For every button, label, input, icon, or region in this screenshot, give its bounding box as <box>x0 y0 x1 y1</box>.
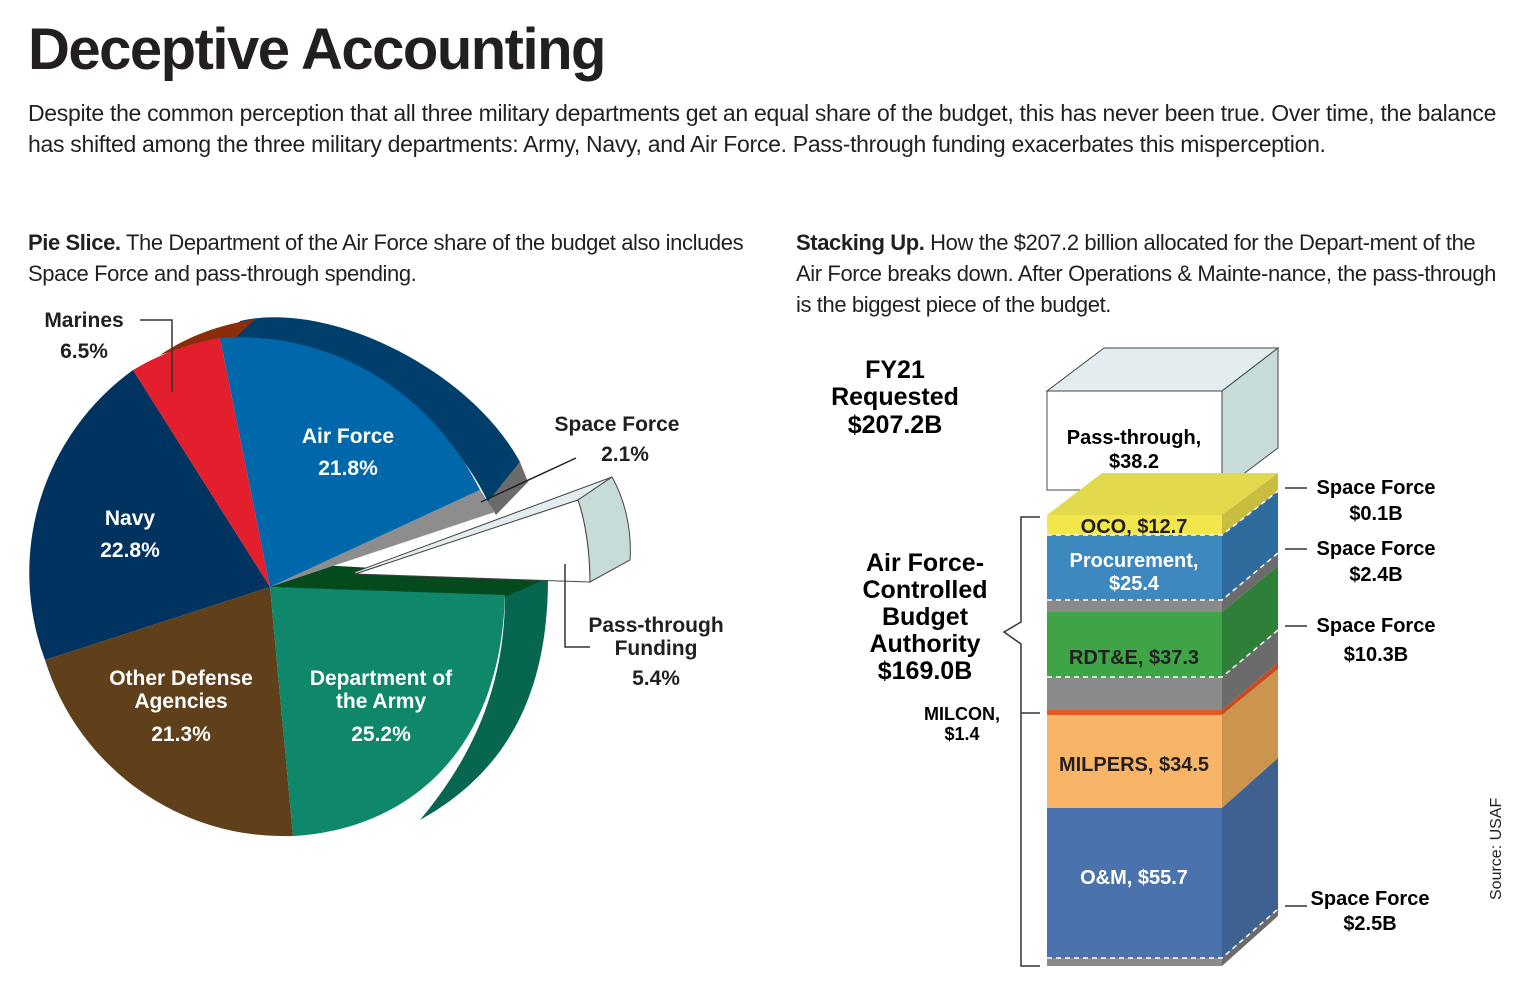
stack-top-face <box>1047 473 1278 515</box>
stack-caption: Stacking Up. How the $207.2 billion allo… <box>796 227 1496 320</box>
pie-slice-army <box>270 587 505 836</box>
pass-through-box-label-2: $38.2 <box>1109 451 1159 473</box>
om-label: O&M, $55.7 <box>1080 867 1188 889</box>
sf-om-value: $2.5B <box>1343 913 1396 935</box>
sf-procurement-label: Space Force <box>1317 538 1436 560</box>
air-force-label: Air Force <box>302 425 394 448</box>
source-note: Source: USAF <box>1488 797 1505 900</box>
rdte-space-force <box>1047 677 1222 710</box>
fy21-total: $207.2B <box>848 411 943 439</box>
milpers-side <box>1222 669 1278 808</box>
navy-pct: 22.8% <box>100 539 160 562</box>
milcon-segment <box>1047 710 1222 715</box>
space-force-dividers <box>1047 490 1279 959</box>
milcon-label-2: $1.4 <box>944 724 979 744</box>
afc-label-1: Air Force- <box>866 549 984 577</box>
space-force-3d-band <box>488 462 528 515</box>
milpers-label: MILPERS, $34.5 <box>1059 754 1209 776</box>
pass-through-leader-line <box>564 564 590 648</box>
pass-through-label-1: Pass-through <box>588 614 723 637</box>
oco-side <box>1222 473 1278 535</box>
sf-procurement-value: $2.4B <box>1349 564 1402 586</box>
pie-slice-air-force <box>220 337 480 587</box>
other-defense-label-1: Other Defense <box>109 667 253 690</box>
pass-through-label-2: Funding <box>615 637 698 660</box>
marines-pct: 6.5% <box>60 340 108 363</box>
sf-oco-value: $0.1B <box>1349 503 1402 525</box>
army-label-2: the Army <box>336 690 427 713</box>
milcon-label-1: MILCON, <box>924 704 1000 724</box>
sf-rdte-value: $10.3B <box>1344 644 1409 666</box>
oco-segment <box>1047 515 1222 535</box>
space-force-leader-line <box>480 457 577 503</box>
army-3d-band <box>420 578 548 820</box>
pie-slice-navy <box>29 370 271 660</box>
afc-label-4: Authority <box>869 630 980 658</box>
page-title: Deceptive Accounting <box>28 17 606 82</box>
milpers-segment <box>1047 715 1222 808</box>
pie-caption-lead: Pie Slice. <box>28 230 121 255</box>
procurement-side <box>1222 491 1278 600</box>
fy21-title-1: FY21 <box>865 356 925 384</box>
fy21-title-2: Requested <box>831 383 959 411</box>
afc-label-3: Budget <box>882 603 969 631</box>
afc-brace <box>1002 516 1040 967</box>
oco-label: OCO, $12.7 <box>1081 516 1188 538</box>
rdte-side <box>1222 566 1278 677</box>
rdte-sf-side <box>1222 630 1278 710</box>
pie-slice-marines <box>133 338 270 587</box>
afc-label-2: Controlled <box>863 576 988 604</box>
procurement-sf-side <box>1222 553 1278 612</box>
space-force-label: Space Force <box>555 413 680 436</box>
army-label-1: Department of <box>310 667 453 690</box>
pie-caption: Pie Slice. The Department of the Air For… <box>28 227 748 289</box>
procurement-label-1: Procurement, <box>1070 550 1199 572</box>
om-space-force <box>1047 958 1222 966</box>
pie-chart: Marines 6.5% Navy 22.8% Air Force 21.8% … <box>29 309 724 837</box>
other-defense-label-2: Agencies <box>134 690 227 713</box>
pie-slice-space-force <box>270 490 495 587</box>
sf-om-label: Space Force <box>1311 888 1430 910</box>
pie-slice-other-defense <box>45 587 293 837</box>
stack-caption-text: How the $207.2 billion allocated for the… <box>796 230 1497 317</box>
pass-through-box-label-1: Pass-through, <box>1067 427 1201 449</box>
space-force-leaders <box>1285 487 1307 907</box>
om-segment <box>1047 808 1222 958</box>
marines-label: Marines <box>44 309 123 332</box>
milcon-side <box>1222 663 1278 715</box>
pie-slice-pass-through-side <box>577 476 631 583</box>
stacked-bar-chart: Pass-through, $38.2 OCO, $12.7 <box>831 346 1436 967</box>
rdte-segment <box>1047 612 1222 677</box>
army-top-band <box>270 565 548 597</box>
procurement-label-2: $25.4 <box>1109 573 1160 595</box>
intro-text: Despite the common perception that all t… <box>28 100 1497 157</box>
sf-rdte-label: Space Force <box>1317 615 1436 637</box>
rdte-label: RDT&E, $37.3 <box>1069 647 1199 669</box>
stack-caption-lead: Stacking Up. <box>796 230 925 255</box>
air-force-pct: 21.8% <box>318 457 378 480</box>
army-pct: 25.2% <box>351 723 411 746</box>
navy-label: Navy <box>105 507 156 530</box>
om-sf-side <box>1222 909 1278 966</box>
procurement-space-force <box>1047 600 1222 612</box>
om-side <box>1222 758 1278 958</box>
pass-through-pct: 5.4% <box>632 667 680 690</box>
marines-3d-band <box>160 319 255 355</box>
space-force-pct: 2.1% <box>601 443 649 466</box>
marines-leader-line <box>140 319 173 392</box>
procurement-segment <box>1047 535 1222 600</box>
sf-oco-label: Space Force <box>1317 477 1436 499</box>
other-defense-pct: 21.3% <box>151 723 211 746</box>
pie-caption-text: The Department of the Air Force share of… <box>28 230 744 286</box>
afc-total: $169.0B <box>878 657 973 685</box>
air-force-3d-band <box>230 317 520 502</box>
